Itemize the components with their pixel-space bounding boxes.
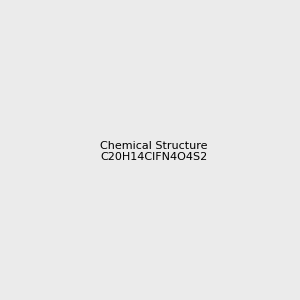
Text: Chemical Structure
C20H14ClFN4O4S2: Chemical Structure C20H14ClFN4O4S2 bbox=[100, 141, 208, 162]
